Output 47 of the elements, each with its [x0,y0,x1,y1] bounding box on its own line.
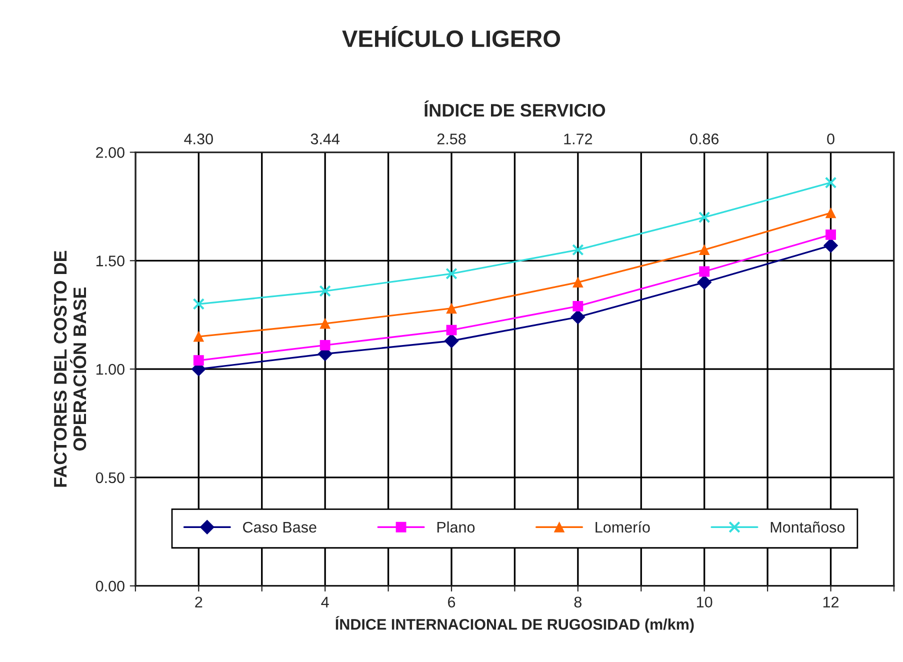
y-tick-label: 0.50 [96,472,124,484]
point [193,355,204,366]
x-axis-title: ÍNDICE INTERNACIONAL DE RUGOSIDAD (m/km) [336,616,694,633]
x-tick-label: 4 [321,596,329,608]
point [824,238,838,253]
y-tick-label: 1.00 [96,364,124,375]
legend-label: Lomerío [596,521,650,533]
x-tick-label: 10 [697,596,712,608]
point [444,334,459,348]
x2-tick-label: 1.72 [564,134,592,144]
y-tick-label: 2.00 [96,147,124,158]
point [320,318,330,329]
point [699,266,710,277]
point [446,268,458,280]
x-tick-label: 8 [574,596,582,608]
point [697,275,712,290]
point [192,298,205,310]
point [570,310,586,324]
point [320,340,330,350]
x2-tick-label: 4.30 [184,134,213,144]
legend-label: Plano [437,521,475,533]
point [572,244,584,256]
point [826,229,836,240]
y-tick-label: 0.00 [96,580,124,592]
x-tick-label: 2 [195,596,202,608]
point [699,244,710,256]
x2-tick-label: 0.86 [690,134,719,144]
point [446,324,457,336]
y-tick-label: 1.50 [96,256,124,266]
x2-tick-label: 2.58 [437,134,466,144]
x2-tick-label: 0 [827,134,834,144]
x-tick-label: 12 [823,596,838,608]
legend-label: Montañoso [770,522,845,533]
point [572,277,584,288]
point [572,300,584,312]
chart-title: VEHÍCULO LIGERO [342,26,560,48]
point [698,211,710,224]
point [824,176,837,189]
y-axis-title: FACTORES DEL COSTO DE OPERACIÓN BASE [54,250,86,487]
legend-label: Caso Base [243,522,316,533]
x2-axis-title: ÍNDICE DE SERVICIO [424,100,606,117]
point [826,208,836,218]
point [319,285,331,297]
x-tick-label: 6 [448,596,456,608]
point [193,331,204,342]
point [446,303,457,314]
x2-tick-label: 3.44 [310,134,340,144]
